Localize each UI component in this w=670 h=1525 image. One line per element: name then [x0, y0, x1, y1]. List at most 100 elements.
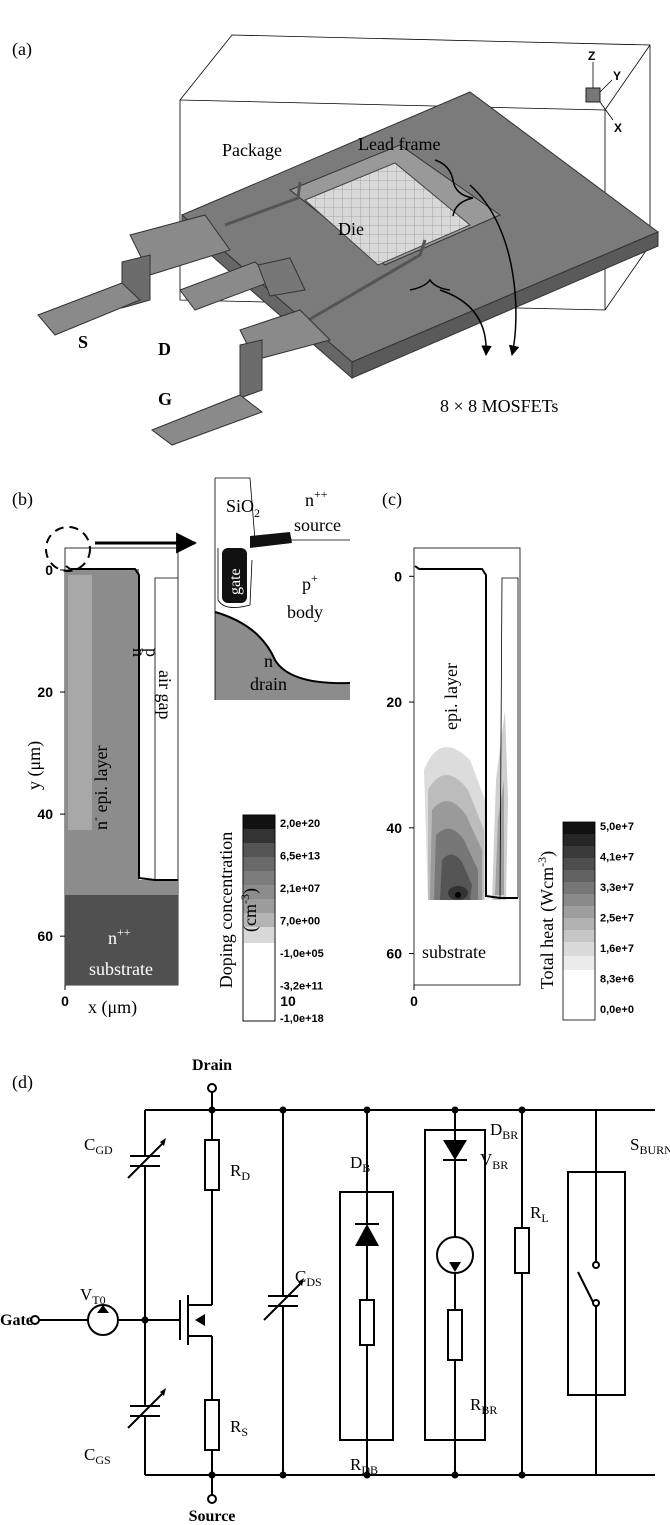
inset-label-part: n	[305, 490, 314, 510]
component-label-sub: BURN	[639, 1143, 670, 1157]
circuit-symbols	[97, 1107, 526, 1479]
page: { "panel_a": { "label": "(a)", "axis_z":…	[0, 0, 670, 1525]
panel-c: (c) epi. layer substrate	[382, 489, 595, 1020]
annotation: Lead frame	[358, 134, 440, 154]
node-label: Gate	[0, 1312, 33, 1329]
component-label: RD	[230, 1161, 250, 1183]
component-label-main: C	[295, 1267, 306, 1286]
component-label-sub: DB	[361, 1463, 378, 1477]
region-label: epi. layer	[441, 663, 461, 730]
inset-label-sub: 2	[254, 506, 260, 520]
inset-label: body	[287, 602, 323, 622]
colorbar-label: 2,1e+07	[280, 883, 320, 895]
colorbar-unit-sup: -3	[535, 857, 549, 867]
inset-label-part: SiO	[226, 496, 254, 516]
colorbar-label: 4,1e+7	[600, 852, 634, 864]
component-label-main: V	[80, 1285, 93, 1304]
annotation: Die	[338, 219, 364, 239]
component-labels: CGDRDVT0CDSDBDBRVBRRLSBURNRSCGSRDBRBR	[80, 1120, 670, 1477]
panel-a: (a)	[12, 35, 658, 445]
region-label-part: n	[108, 928, 117, 948]
node-label: Drain	[192, 1057, 232, 1074]
component-label-sub: D	[241, 1169, 250, 1183]
region-label-sup: ++	[117, 925, 131, 939]
component-label-sub: BR	[481, 1403, 497, 1417]
component-label: DBR	[490, 1120, 518, 1142]
component-label-sub: L	[541, 1211, 548, 1225]
y-tick-label: 20	[37, 684, 53, 700]
component-label: SBURN	[630, 1135, 670, 1157]
colorbar-label: 2,0e+20	[280, 818, 320, 830]
region-label: substrate	[89, 959, 153, 979]
component-label-main: R	[470, 1395, 482, 1414]
pin-label: S	[78, 332, 88, 352]
x-tick-label: 0	[61, 993, 69, 1009]
region-label-part: epi. layer	[91, 746, 111, 817]
component-label-sub: DS	[306, 1275, 321, 1289]
component-label-main: V	[480, 1150, 493, 1169]
inset-label: drain	[250, 674, 287, 694]
component-label-main: S	[630, 1135, 639, 1154]
x-tick-label: 10	[280, 993, 296, 1009]
component-label-main: R	[350, 1455, 362, 1474]
axis-triad: Z Y X	[586, 49, 622, 135]
component-label: RBR	[470, 1395, 497, 1417]
axis-label: Z	[588, 49, 595, 63]
panel-label: (d)	[12, 1072, 33, 1093]
component-label: RL	[530, 1203, 549, 1225]
region-label: substrate	[422, 942, 486, 962]
component-label: CDS	[295, 1267, 322, 1289]
colorbar-label: -1,0e+05	[280, 948, 324, 960]
component-label-sub: T0	[92, 1293, 105, 1307]
y-tick-label: 0	[394, 568, 402, 584]
annotation: Package	[222, 140, 282, 160]
component-label-sub: GD	[95, 1143, 113, 1157]
colorbar-unit-part: (cm	[240, 904, 261, 932]
inset-label: n	[264, 651, 273, 671]
component-label: RS	[230, 1417, 248, 1439]
colorbar-title: Doping concentration	[216, 832, 236, 988]
colorbar-label: 8,3e+6	[600, 974, 634, 986]
panel-b: (b) SiO2 n++ source gate p+ body n drain…	[12, 478, 350, 1021]
inset-label-sup: ++	[314, 487, 328, 501]
region-label: p	[142, 648, 162, 657]
epi-region	[65, 880, 178, 895]
component-label: VBR	[480, 1150, 508, 1172]
y-axis-label: y (μm)	[24, 741, 45, 790]
component-label: RDB	[350, 1455, 378, 1477]
colorbar-label: 6,5e+13	[280, 851, 320, 863]
y-tick-label: 60	[386, 946, 402, 962]
component-label-main: D	[350, 1153, 362, 1172]
y-tick-label: 60	[37, 928, 53, 944]
x-tick-label: 0	[410, 993, 418, 1009]
colorbar-label: 2,5e+7	[600, 913, 634, 925]
axis-label: Y	[613, 69, 621, 83]
figure: (a)	[0, 0, 670, 1525]
component-label: CGD	[84, 1135, 113, 1157]
component-label-sub: B	[362, 1161, 370, 1175]
inset-label-part: p	[302, 574, 311, 594]
pin-label: D	[158, 339, 171, 359]
panel-d: (d)	[0, 1057, 670, 1525]
component-label-sub: GS	[95, 1453, 110, 1467]
x-axis-label: x (μm)	[88, 997, 137, 1018]
axis-label: X	[614, 121, 622, 135]
inset-label: gate	[227, 568, 244, 595]
component-label-sub: BR	[502, 1128, 518, 1142]
colorbar-label: 0,0e+0	[600, 1004, 634, 1016]
colorbar-label: 1,6e+7	[600, 943, 634, 955]
colorbar-unit-part: (Wcm	[537, 867, 558, 912]
colorbar	[563, 822, 595, 1020]
y-tick-label: 40	[37, 806, 53, 822]
pin-label: G	[158, 389, 172, 409]
component-label-main: R	[230, 1161, 242, 1180]
component-label: CGS	[84, 1445, 111, 1467]
circuit-elements	[31, 1084, 625, 1503]
colorbar-unit-part: )	[240, 888, 261, 894]
component-label-sub: S	[241, 1425, 248, 1439]
colorbar-label: 5,0e+7	[600, 821, 634, 833]
colorbar-unit-sup: -3	[238, 894, 252, 904]
colorbar-label: -1,0e+18	[280, 1013, 324, 1025]
component-label-main: C	[84, 1445, 95, 1464]
